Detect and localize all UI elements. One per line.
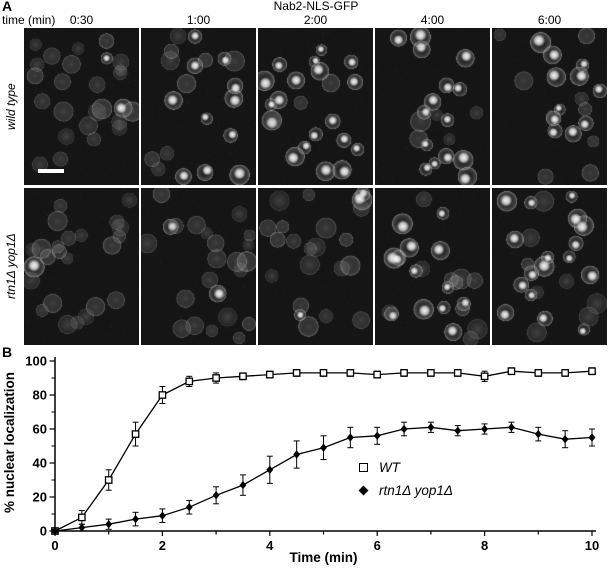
time-axis-label: time (min)	[2, 13, 56, 27]
svg-text:10: 10	[585, 538, 599, 553]
svg-text:100: 100	[25, 354, 47, 369]
micrograph-tile	[258, 28, 373, 185]
micrograph-tile	[258, 188, 373, 345]
micrograph-tile	[375, 188, 490, 345]
panel-b-label: B	[2, 344, 13, 360]
micrograph-tile	[141, 188, 256, 345]
timepoint-label: 2:00	[303, 13, 328, 27]
micrograph-tile	[24, 28, 139, 185]
row-label-rtn1-yop1: rtn1Δ yop1Δ	[4, 233, 18, 300]
svg-text:80: 80	[33, 388, 47, 403]
timepoint-label: 1:00	[186, 13, 211, 27]
filled-diamond-marker-icon	[356, 485, 370, 495]
scale-bar	[38, 169, 64, 173]
timepoint-label: 0:30	[69, 13, 94, 27]
micrograph-row-rtn1-yop1	[24, 188, 607, 345]
svg-text:4: 4	[266, 538, 274, 553]
chart-legend: WT rtn1Δ yop1Δ	[356, 458, 453, 499]
timepoint-header-row: 0:30 1:00 2:00 4:00 6:00	[24, 13, 607, 27]
svg-text:6: 6	[374, 538, 381, 553]
row-label-wild-type: wild type	[4, 83, 18, 130]
figure-title: Nab2-NLS-GFP	[273, 0, 359, 13]
legend-label-rtn1-yop1: rtn1Δ yop1Δ	[379, 482, 453, 498]
micrograph-tile	[375, 28, 490, 185]
micrograph-row-wild-type	[24, 28, 607, 185]
timepoint-label: 4:00	[420, 13, 445, 27]
timepoint-label: 6:00	[537, 13, 562, 27]
svg-text:2: 2	[159, 538, 166, 553]
micrograph-tile	[492, 28, 607, 185]
micrograph-tile	[492, 188, 607, 345]
svg-text:40: 40	[33, 456, 47, 471]
svg-text:0: 0	[40, 524, 47, 539]
legend-item-wt: WT	[356, 458, 453, 476]
svg-text:20: 20	[33, 490, 47, 505]
legend-item-rtn1-yop1: rtn1Δ yop1Δ	[356, 481, 453, 499]
micrograph-tile	[141, 28, 256, 185]
micrograph-tile	[24, 188, 139, 345]
x-axis-label: Time (min)	[289, 550, 358, 565]
svg-text:0: 0	[51, 538, 58, 553]
panel-a-label: A	[2, 0, 13, 14]
open-square-marker-icon	[356, 462, 370, 472]
legend-label-wt: WT	[379, 459, 400, 475]
svg-text:60: 60	[33, 422, 47, 437]
svg-text:8: 8	[481, 538, 488, 553]
